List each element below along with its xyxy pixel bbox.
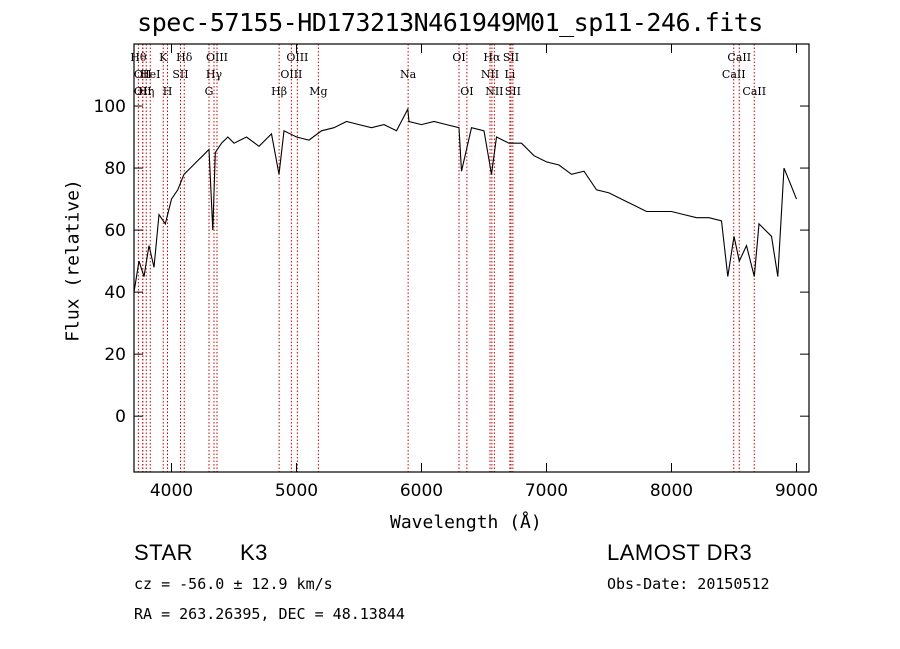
- x-tick-label: 8000: [650, 481, 693, 501]
- line-label: NII: [485, 85, 503, 98]
- line-label: Hγ: [206, 68, 223, 81]
- line-label: NII: [481, 68, 499, 81]
- line-label: CaII: [742, 85, 766, 98]
- line-label: OII: [134, 68, 152, 81]
- line-labels: HθOIIOIIHηHeIKHSIIHδGHγOIIIHβOIIIOIIIMgN…: [130, 51, 766, 98]
- y-tick-label: 40: [104, 283, 126, 303]
- y-ticks: 0 20 40 60 80 100: [94, 97, 809, 427]
- line-label: Na: [400, 68, 417, 81]
- y-tick-label: 80: [104, 159, 126, 179]
- line-label: Hδ: [176, 51, 193, 64]
- line-label: OIII: [206, 51, 228, 64]
- x-tick-label: 4000: [150, 481, 193, 501]
- x-tick-label: 6000: [400, 481, 443, 501]
- line-label: SII: [172, 68, 188, 81]
- line-label: Li: [504, 68, 515, 81]
- line-label: Mg: [309, 85, 327, 98]
- cz-value: cz = -56.0 ± 12.9 km/s: [134, 575, 333, 593]
- line-label: K: [159, 51, 168, 64]
- line-label: OI: [460, 85, 473, 98]
- x-ticks: 4000 5000 6000 7000 8000 9000: [150, 44, 818, 501]
- line-label: SII: [505, 85, 521, 98]
- x-tick-label: 5000: [275, 481, 318, 501]
- line-label: CaII: [727, 51, 751, 64]
- plot-frame: [133, 43, 810, 473]
- x-axis-label: Wavelength (Å): [390, 512, 542, 533]
- x-tick-label: 9000: [775, 481, 818, 501]
- chart-title: spec-57155-HD173213N461949M01_sp11-246.f…: [137, 8, 763, 37]
- survey-name: LAMOST DR3: [607, 540, 753, 565]
- line-label: HeI: [140, 68, 160, 81]
- line-label: OI: [452, 51, 465, 64]
- y-tick-label: 100: [94, 97, 126, 117]
- y-tick-label: 20: [104, 345, 126, 365]
- object-class: STAR: [134, 540, 194, 565]
- line-label: OII: [134, 85, 152, 98]
- y-tick-label: 60: [104, 221, 126, 241]
- object-subclass: K3: [240, 540, 268, 565]
- line-label: Hθ: [130, 51, 147, 64]
- line-label: Hα: [483, 51, 501, 64]
- y-tick-label: 0: [115, 407, 126, 427]
- line-label: SII: [503, 51, 519, 64]
- line-label: H: [163, 85, 173, 98]
- line-label: Hη: [138, 85, 154, 98]
- coordinates: RA = 263.26395, DEC = 48.13844: [134, 605, 405, 623]
- line-label: OIII: [280, 68, 302, 81]
- x-tick-label: 7000: [525, 481, 568, 501]
- line-label: G: [205, 85, 214, 98]
- spectrum-line: [133, 107, 798, 293]
- line-label: Hβ: [271, 85, 287, 98]
- line-label: CaII: [722, 68, 746, 81]
- obs-date: Obs-Date: 20150512: [607, 575, 770, 593]
- line-label: OIII: [286, 51, 308, 64]
- line-markers: [137, 44, 755, 472]
